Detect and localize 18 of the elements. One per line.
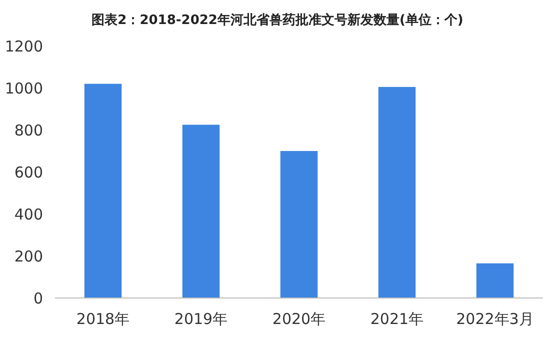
- bar: [84, 84, 122, 298]
- y-tick-label: 0: [33, 289, 43, 308]
- x-tick-label: 2019年: [174, 310, 228, 328]
- y-tick-label: 200: [14, 247, 43, 266]
- y-tick-label: 800: [14, 121, 43, 140]
- bar: [378, 86, 416, 298]
- x-tick-label: 2022年3月: [456, 310, 534, 328]
- bar: [280, 151, 318, 298]
- y-tick-label: 1200: [4, 37, 43, 56]
- y-tick-label: 600: [14, 163, 43, 182]
- x-tick-label: 2021年: [370, 310, 424, 328]
- y-tick-label: 400: [14, 205, 43, 224]
- bar: [182, 124, 220, 298]
- x-tick-label: 2018年: [76, 310, 130, 328]
- x-tick-label: 2020年: [272, 310, 326, 328]
- y-tick-label: 1000: [4, 79, 43, 98]
- chart-title: 图表2：2018-2022年河北省兽药批准文号新发数量(单位：个): [92, 12, 464, 28]
- bar: [476, 263, 514, 298]
